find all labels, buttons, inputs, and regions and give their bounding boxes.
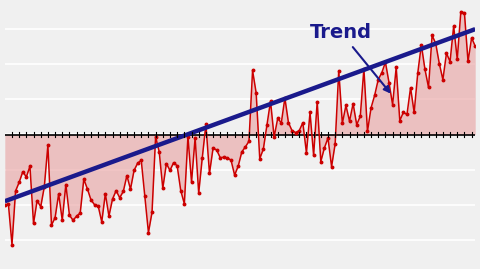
- Text: Trend: Trend: [310, 23, 389, 92]
